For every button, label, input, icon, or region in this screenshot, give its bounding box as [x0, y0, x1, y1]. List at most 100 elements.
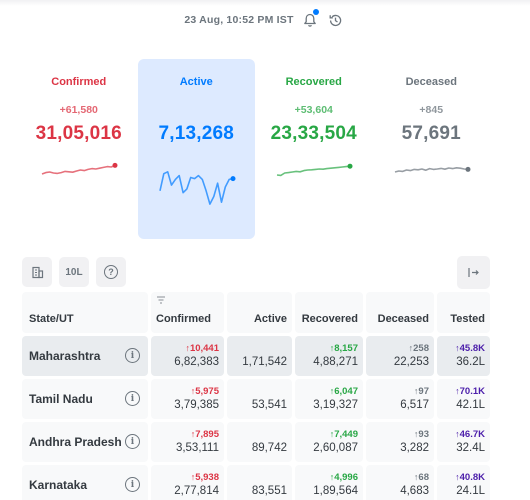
level-deceased[interactable]: Deceased +845 57,691: [373, 59, 491, 239]
cell-recovered: ↑7,449 2,60,087: [295, 422, 363, 462]
header-active[interactable]: Active: [227, 292, 292, 333]
cell-state[interactable]: Maharashtra i: [22, 336, 148, 376]
confirmed-delta: ↑10,441: [185, 343, 219, 354]
arrow-up-icon: ↑: [408, 343, 414, 353]
arrow-up-icon: ↑: [455, 343, 460, 353]
state-name: Karnataka: [29, 478, 88, 492]
arrow-up-icon: ↑: [413, 429, 419, 439]
deceased-delta: ↑258: [408, 343, 429, 354]
level-title: Confirmed: [51, 76, 107, 88]
tested-delta: ↑40.8K: [455, 472, 485, 483]
bell-icon[interactable]: [300, 9, 320, 30]
sparkline-path: [41, 164, 116, 175]
deceased-delta: ↑93: [413, 429, 429, 440]
level-total: 31,05,016: [35, 123, 122, 144]
confirmed-delta: ↑7,895: [190, 429, 219, 440]
deceased-total: 3,282: [400, 442, 429, 454]
arrow-up-icon: ↑: [190, 386, 196, 396]
info-icon[interactable]: i: [125, 434, 140, 449]
recovered-total: 2,60,087: [313, 442, 358, 454]
cell-state[interactable]: Karnataka i: [22, 465, 148, 500]
header-deceased[interactable]: Deceased: [366, 292, 434, 333]
confirmed-total: 2,77,814: [174, 485, 219, 497]
sparkline-active: [158, 171, 235, 205]
tested-total: 24.1L: [456, 485, 485, 497]
level-title: Recovered: [285, 76, 342, 88]
top-shadow: [0, 0, 530, 6]
tested-delta: ↑46.7K: [455, 429, 485, 440]
sparkline-recovered: [276, 163, 353, 177]
header-state[interactable]: State/UT: [22, 292, 148, 333]
sparkline-path: [276, 165, 351, 177]
level-recovered[interactable]: Recovered +53,604 23,33,504: [255, 59, 373, 239]
active-total: 53,541: [251, 399, 287, 411]
cell-recovered: ↑6,047 3,19,327: [295, 379, 363, 419]
arrow-up-icon: ↑: [329, 343, 335, 353]
sparkline-path: [158, 171, 233, 205]
sparkline-end-dot: [347, 163, 353, 169]
help-button[interactable]: ?: [96, 257, 126, 287]
table-row[interactable]: Tamil Nadu i ↑5,975 3,79,385 53,541 ↑6,047 3,1…: [22, 379, 490, 419]
cell-active: 1,71,542: [227, 336, 292, 376]
level-delta: +53,604: [294, 104, 333, 116]
update-bar: 23 Aug, 10:52 PM IST: [0, 9, 530, 31]
deceased-total: 4,683: [400, 485, 429, 497]
table-row[interactable]: Maharashtra i ↑10,441 6,82,383 1,71,542 ↑8,15…: [22, 336, 490, 376]
cell-deceased: ↑68 4,683: [366, 465, 434, 500]
confirmed-total: 6,82,383: [174, 356, 219, 368]
table-toolbar: 10L ?: [22, 256, 490, 289]
state-name: Andhra Pradesh: [29, 435, 122, 449]
level-active[interactable]: Active 7,13,268: [137, 59, 255, 239]
cell-active: 89,742: [227, 422, 292, 462]
cell-tested: ↑40.8K 24.1L: [437, 465, 490, 500]
building-icon[interactable]: [22, 257, 52, 287]
arrow-up-icon: ↑: [455, 472, 460, 482]
header-tested[interactable]: Tested: [437, 292, 490, 333]
recovered-delta: ↑6,047: [329, 386, 358, 397]
deceased-total: 22,253: [393, 356, 429, 368]
recovered-total: 4,88,271: [313, 356, 358, 368]
recovered-delta: ↑7,449: [329, 429, 358, 440]
sparkline-path: [394, 167, 468, 173]
arrow-up-icon: ↑: [329, 386, 335, 396]
tested-delta: ↑45.8K: [455, 343, 485, 354]
cell-state[interactable]: Tamil Nadu i: [22, 379, 148, 419]
history-icon[interactable]: [326, 10, 346, 30]
cell-deceased: ↑258 22,253: [366, 336, 434, 376]
level-delta: +845: [419, 104, 444, 116]
level-title: Active: [179, 76, 213, 88]
table-row[interactable]: Andhra Pradesh i ↑7,895 3,53,111 89,742 ↑7,44…: [22, 422, 490, 462]
cell-tested: ↑70.1K 42.1L: [437, 379, 490, 419]
level-title: Deceased: [405, 76, 457, 88]
recovered-total: 1,89,564: [313, 485, 358, 497]
help-icon: ?: [104, 265, 118, 279]
cell-tested: ↑45.8K 36.2L: [437, 336, 490, 376]
cell-deceased: ↑97 6,517: [366, 379, 434, 419]
state-name: Maharashtra: [29, 349, 101, 363]
recovered-total: 3,19,327: [313, 399, 358, 411]
table-body: Maharashtra i ↑10,441 6,82,383 1,71,542 ↑8,15…: [22, 336, 490, 500]
table-row[interactable]: Karnataka i ↑5,938 2,77,814 83,551 ↑4,996 1,89…: [22, 465, 490, 500]
header-confirmed[interactable]: Confirmed: [151, 292, 224, 333]
tested-delta: ↑70.1K: [455, 386, 485, 397]
sparkline-deceased: [394, 166, 470, 173]
confirmed-total: 3,79,385: [174, 399, 219, 411]
level-total: 57,691: [401, 123, 461, 144]
info-icon[interactable]: i: [125, 477, 140, 492]
tested-total: 42.1L: [456, 399, 485, 411]
per-10-lakh-toggle[interactable]: 10L: [59, 257, 89, 287]
cell-active: 83,551: [227, 465, 292, 500]
header-recovered[interactable]: Recovered: [295, 292, 363, 333]
arrow-up-icon: ↑: [413, 472, 419, 482]
level-total: 7,13,268: [158, 123, 235, 144]
info-icon[interactable]: i: [125, 391, 140, 406]
cell-state[interactable]: Andhra Pradesh i: [22, 422, 148, 462]
cell-recovered: ↑4,996 1,89,564: [295, 465, 363, 500]
sparkline-end-dot: [112, 162, 118, 168]
deceased-delta: ↑97: [413, 386, 429, 397]
info-icon[interactable]: i: [125, 348, 140, 363]
cell-deceased: ↑93 3,282: [366, 422, 434, 462]
cell-active: 53,541: [227, 379, 292, 419]
expand-table-icon[interactable]: [457, 256, 490, 289]
level-confirmed[interactable]: Confirmed +61,580 31,05,016: [20, 59, 138, 239]
